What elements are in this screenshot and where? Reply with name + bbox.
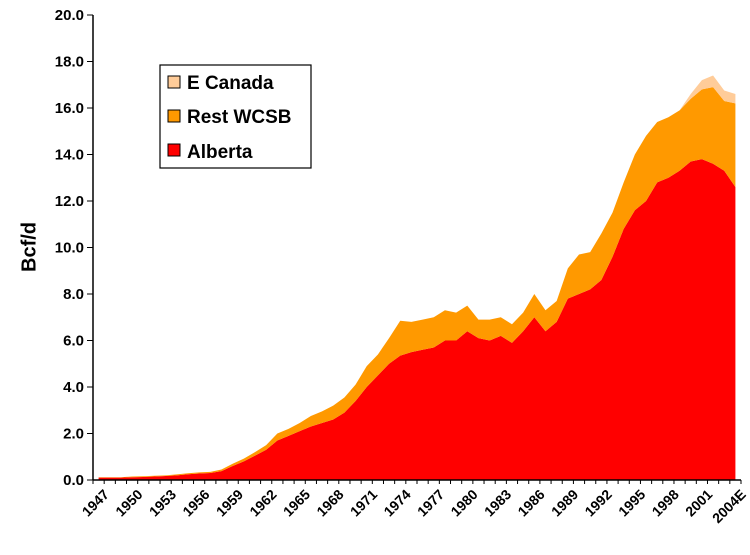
- x-tick-label: 1956: [179, 486, 212, 519]
- x-tick-label: 1953: [146, 486, 179, 519]
- area-rest-wcsb: [98, 87, 736, 478]
- x-tick-label: 1992: [581, 486, 614, 519]
- y-tick-label: 4.0: [63, 379, 84, 396]
- legend-box: [159, 64, 312, 169]
- legend-label-e-canada: E Canada: [187, 73, 274, 94]
- y-tick-label: 16.0: [55, 100, 84, 117]
- y-tick-label: 14.0: [55, 147, 84, 164]
- x-tick-label: 1965: [280, 486, 313, 519]
- x-tick-label: 1983: [481, 486, 514, 519]
- y-tick-label: 18.0: [55, 54, 84, 71]
- legend-swatch-alberta: [167, 143, 181, 157]
- x-tick-label: 1977: [414, 486, 447, 519]
- y-tick-label: 10.0: [55, 240, 84, 257]
- legend-label-alberta: Alberta: [187, 142, 253, 163]
- y-axis-title: Bcf/d: [18, 222, 40, 272]
- x-tick-label: 1980: [447, 486, 480, 519]
- x-axis: 1947 1950 1953 1956 1959 1962 1965 1968 1971 1974…: [79, 479, 749, 526]
- x-tick-label: 1962: [246, 486, 279, 519]
- legend-swatch-rest-wcsb: [167, 109, 181, 123]
- x-tick-label: 1989: [548, 486, 581, 519]
- x-tick-label: 1998: [649, 486, 682, 519]
- legend-swatch-e-canada: [167, 75, 181, 89]
- y-tick-label: 0.0: [63, 472, 84, 489]
- x-tick-label: 1950: [112, 486, 145, 519]
- y-tick-label: 6.0: [63, 333, 84, 350]
- y-tick-label: 2.0: [63, 426, 84, 443]
- y-tick-label: 8.0: [63, 286, 84, 303]
- x-tick-label: 1995: [615, 486, 648, 519]
- x-tick-label: 1986: [514, 486, 547, 519]
- x-tick-label: 1971: [347, 486, 380, 519]
- y-tick-label: 20.0: [55, 7, 84, 24]
- legend: E Canada Rest WCSB Alberta: [159, 64, 312, 169]
- x-tick-label: 2004E: [709, 486, 749, 526]
- area-series-group: [98, 75, 736, 480]
- x-tick-label: 1947: [79, 486, 112, 519]
- area-alberta: [98, 159, 736, 480]
- x-tick-label: 1974: [380, 486, 413, 519]
- x-tick-label: 1959: [213, 486, 246, 519]
- y-axis: 0.0 2.0 4.0 6.0 8.0 10.0 12.0 14.0 16.0 18.0 20.0: [55, 7, 94, 489]
- x-tick-label: 1968: [313, 486, 346, 519]
- legend-label-rest-wcsb: Rest WCSB: [187, 107, 292, 128]
- y-tick-label: 12.0: [55, 193, 84, 210]
